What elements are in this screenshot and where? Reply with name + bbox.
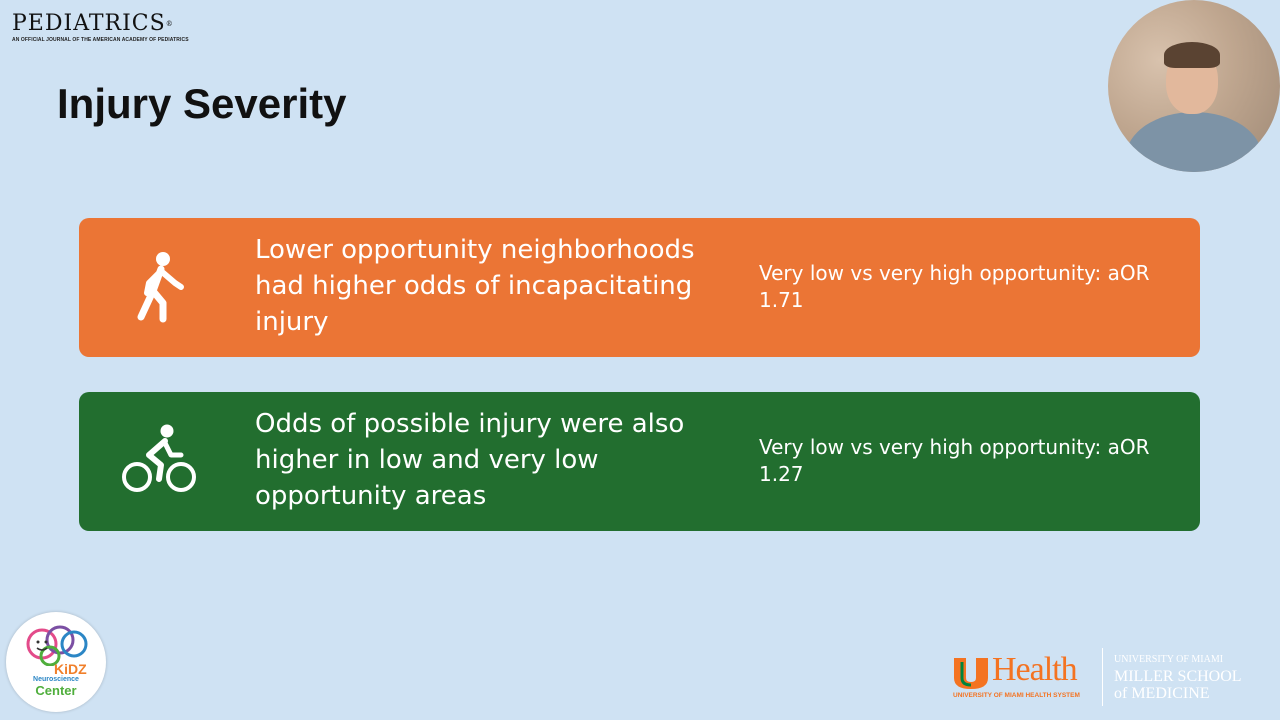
presenter-body — [1126, 112, 1262, 172]
kidz-label: KiDZ — [54, 661, 87, 677]
university-label: UNIVERSITY OF MIAMI — [1114, 654, 1224, 665]
school-label: MILLER SCHOOL — [1114, 668, 1242, 685]
center-label: Center — [35, 683, 77, 698]
medicine-label: of MEDICINE — [1114, 685, 1210, 702]
webcam-video — [1108, 0, 1280, 172]
u-logo-icon — [954, 658, 988, 689]
presenter-hair — [1164, 42, 1220, 68]
journal-tagline: AN OFFICIAL JOURNAL OF THE AMERICAN ACAD… — [12, 37, 189, 43]
neuroscience-label: Neuroscience — [33, 676, 79, 683]
kidz-neuroscience-logo: KiDZ Neuroscience Center — [6, 612, 106, 712]
finding-text: Odds of possible injury were also higher… — [255, 409, 685, 511]
pedestrian-icon — [119, 247, 199, 327]
kidz-faces-icon — [26, 625, 88, 666]
uhealth-miller-logo: Health UNIVERSITY OF MIAMI HEALTH SYSTEM… — [952, 648, 1252, 708]
finding-card-possible-injury: Odds of possible injury were also higher… — [79, 392, 1200, 531]
health-wordmark: Health — [992, 651, 1078, 688]
journal-name: PEDIATRICS® — [12, 11, 174, 36]
odds-ratio-text: Very low vs very high opportunity: aOR 1… — [759, 435, 1150, 486]
finding-card-incapacitating: Lower opportunity neighborhoods had high… — [79, 218, 1200, 357]
pediatrics-logo: PEDIATRICS® AN OFFICIAL JOURNAL OF THE A… — [12, 11, 189, 44]
health-system-label: UNIVERSITY OF MIAMI HEALTH SYSTEM — [953, 692, 1080, 699]
slide-title: Injury Severity — [57, 80, 347, 127]
odds-ratio-text: Very low vs very high opportunity: aOR 1… — [759, 261, 1150, 312]
bicycle-icon — [119, 421, 199, 501]
logo-divider — [1102, 648, 1103, 706]
finding-text: Lower opportunity neighborhoods had high… — [255, 235, 695, 337]
